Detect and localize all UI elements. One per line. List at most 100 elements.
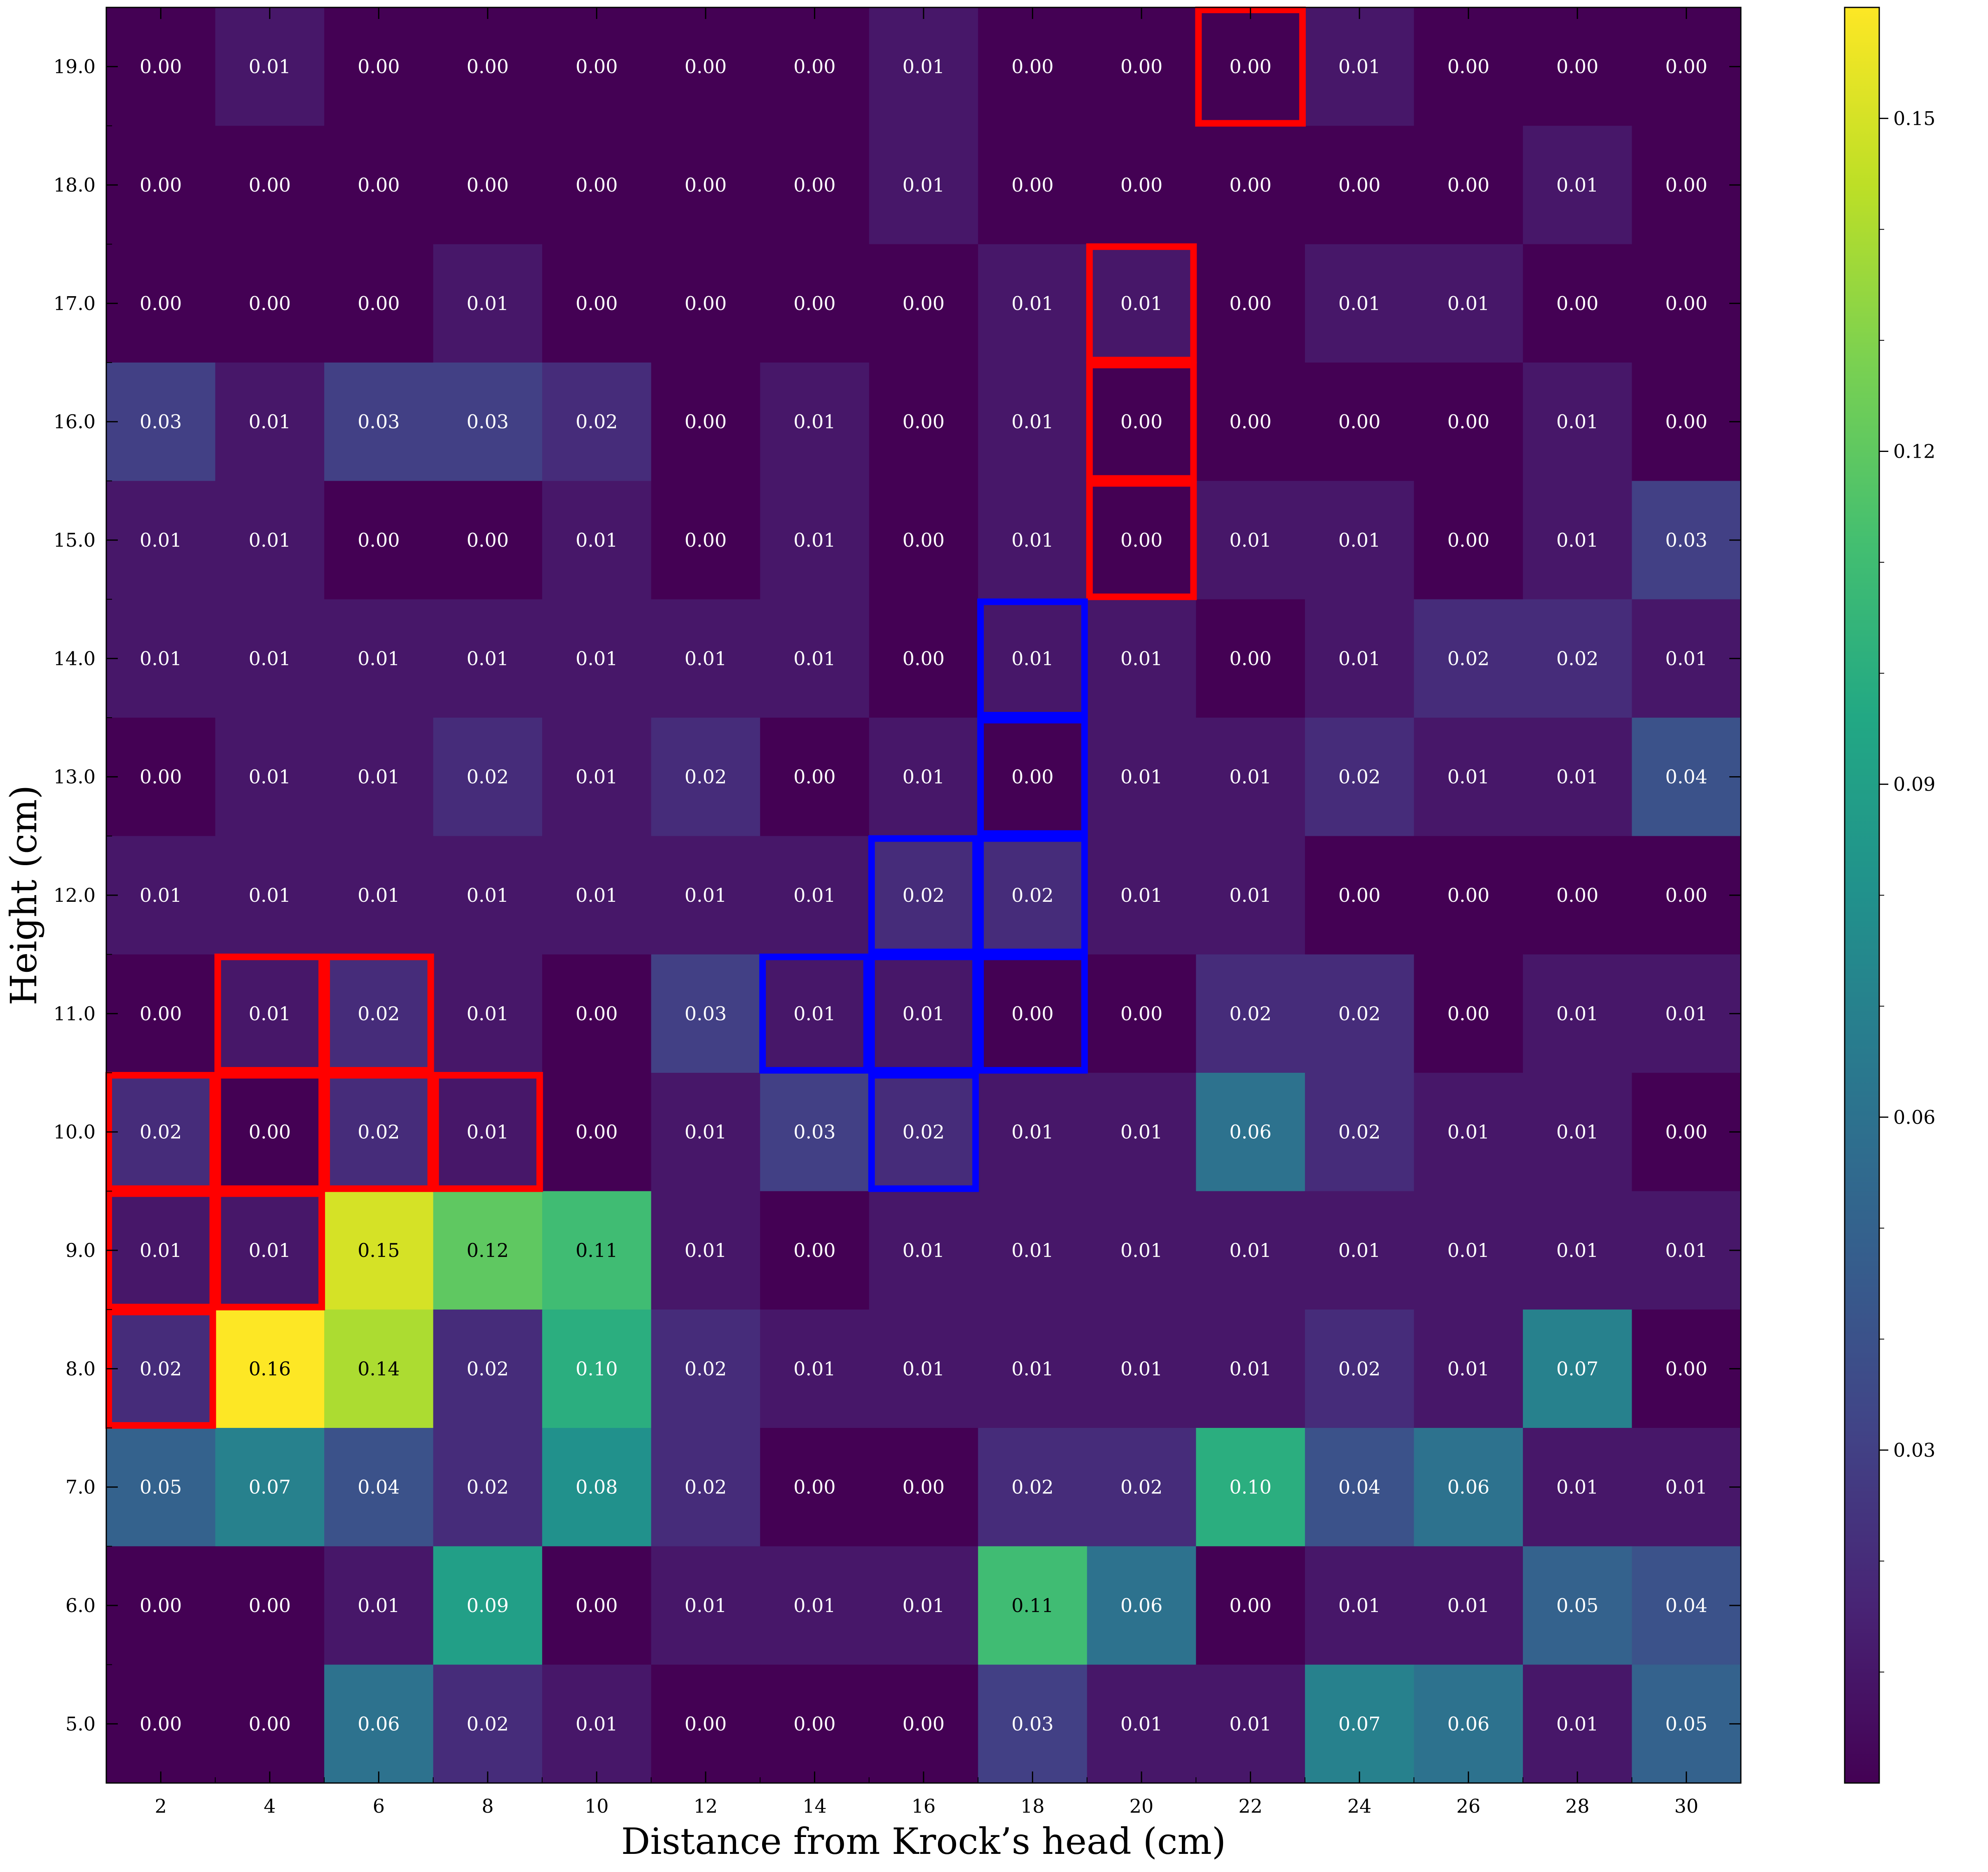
heatmap-cell (651, 1309, 760, 1428)
cell-value-label: 0.00 (575, 1121, 617, 1143)
cell-value-label: 0.01 (1011, 1121, 1053, 1143)
heatmap-cell (1087, 954, 1196, 1073)
cell-value-label: 0.00 (1338, 174, 1380, 196)
heatmap-cell (760, 599, 870, 718)
heatmap-cell (324, 718, 434, 836)
cell-value-label: 0.01 (1447, 1121, 1489, 1143)
heatmap-cell (760, 7, 870, 126)
cell-value-label: 0.00 (685, 292, 727, 314)
cell-value-label: 0.04 (1665, 766, 1707, 788)
cell-value-label: 0.00 (1120, 1002, 1162, 1025)
cell-value-label: 0.01 (249, 766, 291, 788)
cell-value-label: 0.00 (467, 174, 509, 196)
red-highlight-box (432, 1072, 543, 1192)
cell-value-label: 0.00 (1229, 1594, 1271, 1617)
heatmap-cell (106, 836, 216, 955)
cell-value-label: 0.01 (249, 56, 291, 78)
cell-value-label: 0.01 (1665, 647, 1707, 669)
heatmap-cell (651, 126, 760, 245)
heatmap-cell (651, 1428, 760, 1547)
cell-value-label: 0.01 (1556, 174, 1598, 196)
heatmap-cell (1196, 1546, 1305, 1665)
heatmap-cell (433, 836, 543, 955)
heatmap-cell (106, 954, 216, 1073)
cell-value-label: 0.01 (249, 884, 291, 906)
heatmap-cell (651, 244, 760, 363)
heatmap-cell (1632, 1191, 1741, 1310)
heatmap-cell (978, 1191, 1088, 1310)
heatmap-cell (869, 1073, 978, 1191)
heatmap-cell (542, 126, 652, 245)
heatmap-cell (1523, 1309, 1632, 1428)
cell-value-label: 0.01 (793, 529, 835, 551)
cell-value-label: 0.10 (1229, 1476, 1271, 1498)
cell-value-label: 0.06 (1229, 1121, 1271, 1143)
heatmap-cell (542, 7, 652, 126)
heatmap-cell (433, 1191, 543, 1310)
cell-value-label: 0.00 (1665, 1357, 1707, 1380)
heatmap-cell (651, 481, 760, 600)
heatmap-cell (1414, 718, 1523, 836)
cell-value-label: 0.02 (467, 1476, 509, 1498)
cell-value-label: 0.01 (140, 1239, 182, 1261)
heatmap-cell (978, 126, 1088, 245)
red-highlight-box (214, 1072, 325, 1192)
heatmap-cell (1087, 836, 1196, 955)
cell-value-label: 0.06 (1447, 1713, 1489, 1735)
cell-value-label: 0.01 (1120, 884, 1162, 906)
red-highlight-box (214, 1190, 325, 1310)
heatmap-cell (542, 481, 652, 600)
cell-value-label: 0.05 (1665, 1713, 1707, 1735)
heatmap-cell (760, 1191, 870, 1310)
cell-value-label: 0.02 (140, 1357, 182, 1380)
cell-value-label: 0.05 (140, 1476, 182, 1498)
y-tick-label: 10.0 (54, 1121, 96, 1143)
cell-value-label: 0.16 (249, 1357, 291, 1380)
heatmap-cell (760, 126, 870, 245)
heatmap-cell (1523, 1191, 1632, 1310)
heatmap-cell (1523, 1546, 1632, 1665)
cell-value-label: 0.01 (1665, 1476, 1707, 1498)
red-highlight-box (323, 1072, 434, 1192)
cell-value-label: 0.10 (575, 1357, 617, 1380)
heatmap-cell (215, 1546, 325, 1665)
heatmap-cell (760, 1428, 870, 1547)
heatmap-cell (869, 481, 978, 600)
cell-value-label: 0.00 (249, 292, 291, 314)
cell-value-label: 0.00 (249, 174, 291, 196)
x-tick-label: 10 (585, 1795, 609, 1817)
heatmap-cell (324, 126, 434, 245)
heatmap-cell (215, 954, 325, 1073)
heatmap-cell (215, 1664, 325, 1783)
y-tick-label: 14.0 (54, 647, 96, 669)
cell-value-label: 0.01 (467, 647, 509, 669)
heatmap-cell (1196, 718, 1305, 836)
heatmap-cell (324, 1546, 434, 1665)
cell-value-label: 0.01 (1556, 766, 1598, 788)
cell-value-label: 0.09 (467, 1594, 509, 1617)
heatmap-cell (215, 836, 325, 955)
cell-value-label: 0.01 (467, 1002, 509, 1025)
heatmap-cell (651, 954, 760, 1073)
heatmap-cell (1523, 126, 1632, 245)
heatmap-cell (1414, 599, 1523, 718)
cell-value-label: 0.00 (1011, 766, 1053, 788)
cell-value-label: 0.01 (140, 647, 182, 669)
heatmap-cell (106, 1664, 216, 1783)
y-tick-label: 8.0 (65, 1357, 96, 1380)
heatmap-cell (1414, 1309, 1523, 1428)
cell-value-label: 0.02 (685, 1476, 727, 1498)
cell-value-label: 0.06 (1120, 1594, 1162, 1617)
blue-highlight-box (977, 598, 1088, 718)
cell-value-label: 0.00 (793, 292, 835, 314)
heatmap-cell (978, 1309, 1088, 1428)
cell-value-label: 0.00 (685, 1713, 727, 1735)
heatmap-cell (978, 599, 1088, 718)
cell-value-label: 0.00 (1665, 411, 1707, 433)
y-tick-label: 19.0 (54, 56, 96, 78)
heatmap-cell (106, 7, 216, 126)
heatmap-cell (760, 718, 870, 836)
heatmap-cell (1523, 1073, 1632, 1191)
heatmap-cell (1632, 718, 1741, 836)
heatmap-cell (651, 718, 760, 836)
